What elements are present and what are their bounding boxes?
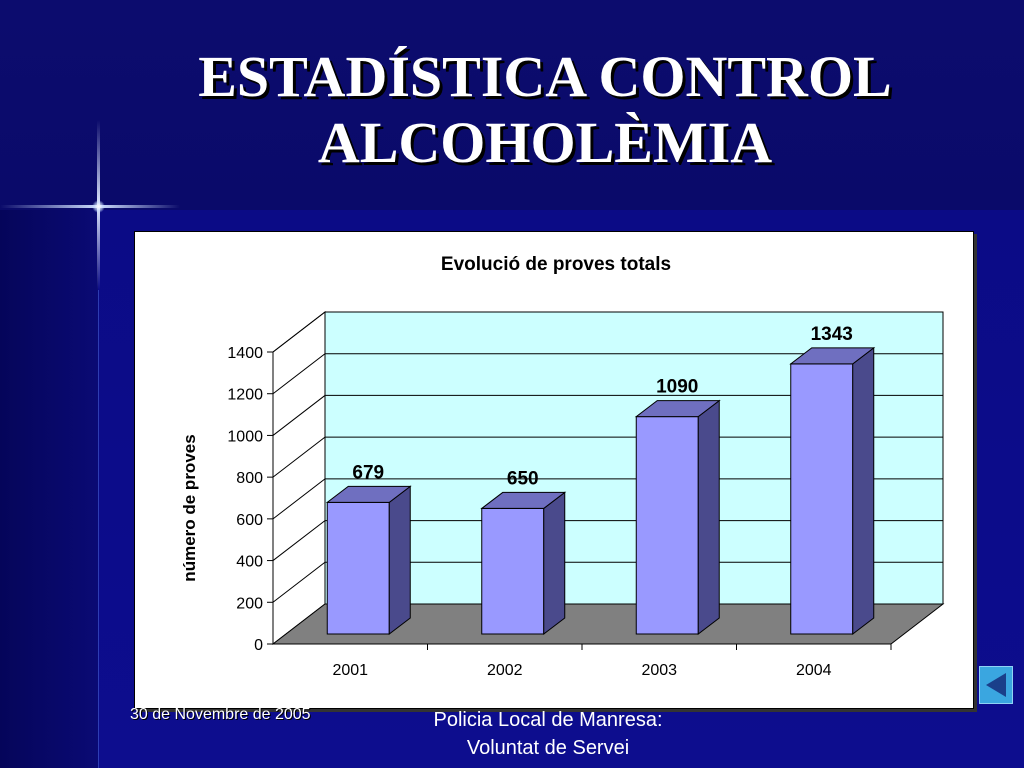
bar-2003 [635, 416, 699, 635]
footer-org-line-2: Voluntat de Servei [466, 737, 630, 759]
data-label: 1343 [811, 324, 853, 345]
bar-chart: Evolució de proves totals número de prov… [180, 254, 945, 679]
y-tick-label: 1200 [227, 387, 263, 404]
title-band [0, 0, 1024, 210]
chart-plot-area: 0 200 400 600 800 1000 1200 1400 679 2001 650 2002 1… [227, 310, 945, 679]
data-label: 679 [352, 462, 384, 483]
footer-org-line-1: Policia Local de Manresa: [433, 709, 663, 731]
bar-top-2004 [789, 347, 876, 365]
chart-title: Evolució de proves totals [441, 254, 671, 275]
slide-title-line-1: ESTADÍSTICA CONTROL [198, 44, 892, 109]
gridline [272, 436, 943, 478]
bar-top-2003 [634, 400, 721, 418]
sparkle-star-icon [92, 200, 105, 213]
triangle-left-icon [986, 673, 1006, 697]
bar-side-2002 [543, 491, 566, 636]
back-button[interactable] [979, 666, 1013, 704]
y-tick-label: 400 [236, 554, 263, 571]
bar-side-2003 [697, 399, 720, 636]
x-tick-label: 2003 [641, 662, 677, 679]
y-axis-label: número de proves [180, 434, 199, 581]
gridline [272, 520, 943, 561]
slide-title-line-2: ALCOHOLÈMIA [317, 110, 773, 175]
data-label: 1090 [656, 377, 698, 398]
gridline [272, 394, 943, 436]
sparkle-horizontal [0, 205, 180, 208]
x-tick-label: 2002 [487, 662, 523, 679]
x-tick-label: 2004 [796, 662, 832, 679]
decorative-vertical-line [98, 290, 99, 768]
gridline [272, 561, 943, 603]
bar-side-2001 [388, 485, 411, 636]
bar-2004 [790, 363, 854, 635]
chart-frame: Evolució de proves totals número de prov… [134, 231, 974, 709]
data-label: 650 [507, 468, 539, 489]
y-tick-label: 200 [236, 595, 263, 612]
x-tick-label: 2001 [332, 662, 368, 679]
bar-2001 [326, 501, 390, 635]
footer-date: 30 de Novembre de 2005 [130, 706, 311, 723]
chart-side-wall [272, 310, 326, 646]
gridline [272, 311, 943, 353]
bar-side-2004 [852, 346, 875, 636]
y-tick-label: 0 [254, 637, 263, 654]
slide-title: ESTADÍSTICA CONTROL ALCOHOLÈMIA [98, 44, 992, 176]
footer-organization: Policia Local de Manresa: Voluntat de Se… [390, 706, 706, 762]
y-tick-label: 1000 [227, 428, 263, 445]
y-tick-label: 800 [236, 470, 263, 487]
y-tick-label: 600 [236, 512, 263, 529]
gridline [272, 353, 943, 395]
y-tick-label: 1400 [227, 345, 263, 362]
bar-2002 [481, 507, 545, 635]
bar-top-2001 [325, 485, 412, 503]
gridline [272, 478, 943, 520]
bar-top-2002 [480, 491, 567, 509]
